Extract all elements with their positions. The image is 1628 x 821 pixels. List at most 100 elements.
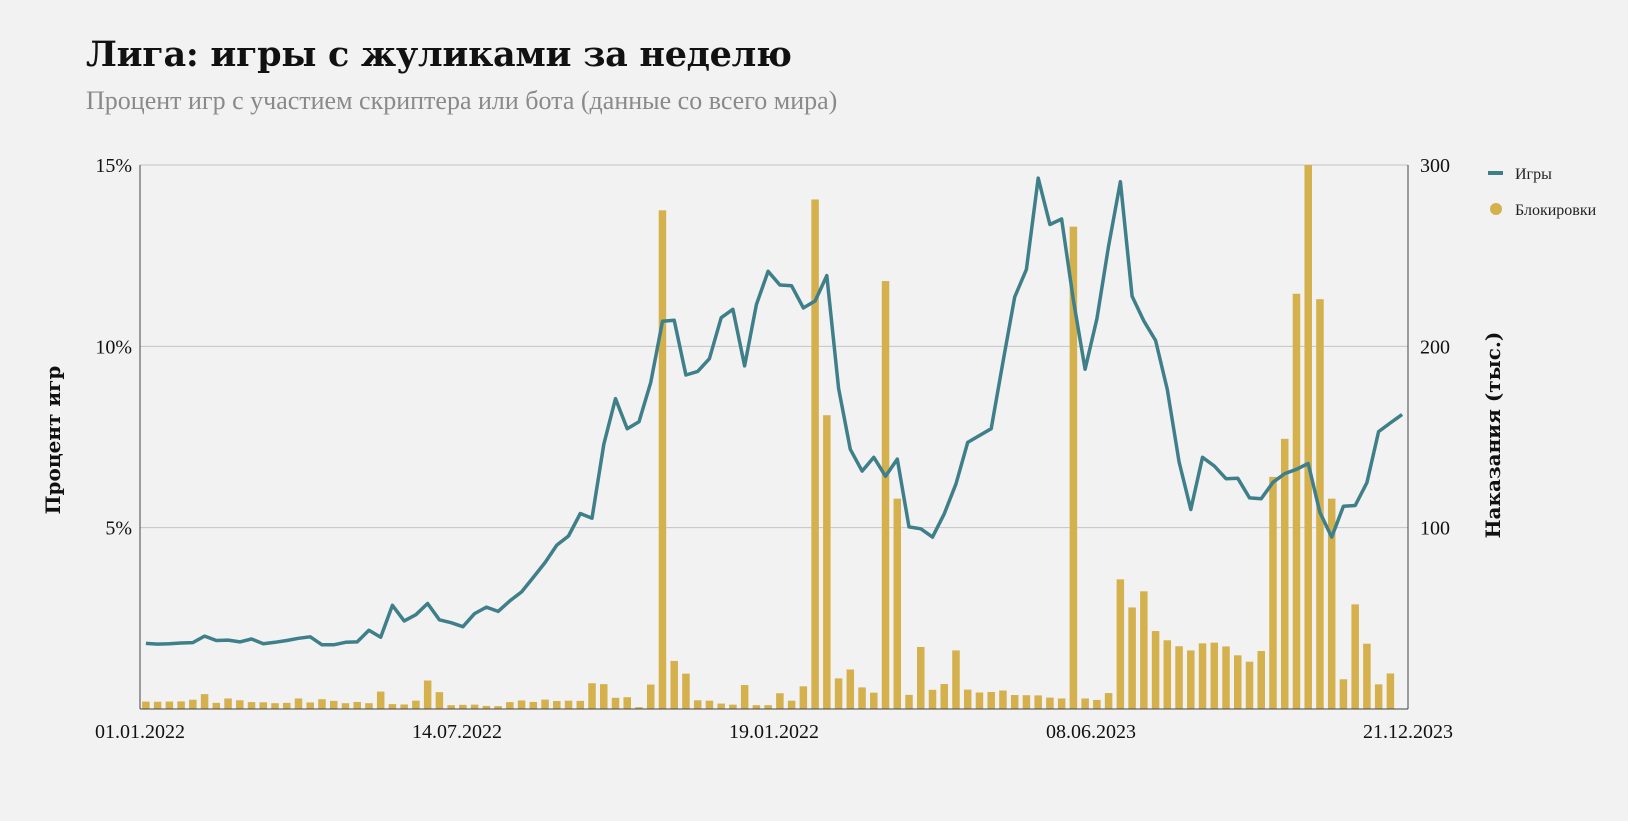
bar [1257, 650, 1265, 709]
y-right-tick-label: 300 [1420, 155, 1450, 177]
bar [1010, 695, 1019, 709]
x-tick-label: 14.07.2022 [412, 721, 502, 743]
bar [1022, 695, 1031, 709]
bar [1222, 646, 1230, 709]
bar [917, 646, 925, 709]
chart-title: Лига: игры с жуликами за неделю [86, 34, 792, 75]
bar [635, 707, 643, 709]
bar [646, 684, 655, 709]
bar [541, 699, 549, 709]
bar [1386, 673, 1395, 709]
bar [153, 701, 162, 709]
bar [423, 680, 432, 709]
axes: 15% 10% 5% 300 200 100 01.01.2022 14.07.2022 19.… [95, 155, 1453, 743]
bar [811, 199, 819, 709]
bar [1339, 679, 1348, 709]
bar [1151, 631, 1160, 709]
bar [1163, 640, 1172, 709]
bar [1327, 498, 1336, 709]
bar [1280, 438, 1289, 709]
bar [1034, 695, 1042, 709]
bar [1292, 293, 1301, 709]
bar [259, 702, 268, 709]
bar [658, 210, 667, 710]
bar [1140, 591, 1148, 709]
bar [447, 705, 455, 709]
bar [200, 694, 209, 709]
bar [459, 704, 467, 709]
bar [1093, 699, 1101, 709]
bar [799, 686, 808, 709]
bar [952, 650, 960, 709]
bar [752, 705, 761, 709]
bar [294, 698, 303, 709]
bar [271, 703, 279, 709]
bar [999, 690, 1007, 709]
x-tick-label: 21.12.2023 [1363, 721, 1453, 743]
bar [306, 702, 314, 709]
bar [388, 704, 397, 709]
legend-label-games: Игры [1515, 166, 1552, 183]
bar [729, 704, 737, 709]
x-tick-label: 19.01.2022 [729, 721, 819, 743]
legend-item-games: Игры [1488, 166, 1552, 183]
legend: Игры Блокировки [1488, 166, 1597, 219]
bar [517, 700, 526, 709]
bar [987, 691, 995, 709]
bar [623, 697, 631, 709]
bar [529, 701, 538, 709]
y-left-tick-label: 15% [95, 155, 132, 177]
bar [329, 700, 338, 709]
line-series [145, 176, 1404, 647]
bar [776, 693, 784, 709]
bar [564, 700, 573, 709]
y-right-tick-label: 200 [1420, 336, 1450, 358]
bar [470, 704, 479, 709]
bar [236, 700, 244, 709]
bar [1198, 643, 1207, 709]
bar [823, 415, 831, 709]
legend-item-bans: Блокировки [1490, 202, 1597, 219]
bars-series [142, 165, 1395, 710]
bar [142, 701, 150, 709]
grid [140, 164, 1408, 529]
bar [1374, 684, 1383, 709]
bar [494, 706, 502, 709]
bar [341, 703, 350, 709]
bar [693, 700, 702, 709]
chart-subtitle: Процент игр с участием скриптера или бот… [86, 86, 838, 115]
bar [212, 702, 221, 709]
bar [318, 699, 326, 709]
bar [1304, 165, 1312, 709]
bar [1210, 642, 1219, 709]
bar [670, 660, 678, 709]
bar [717, 703, 725, 709]
bar [834, 678, 843, 709]
bar [940, 683, 948, 709]
bar [177, 701, 185, 709]
bar [353, 701, 361, 709]
bar [400, 704, 408, 709]
bar [553, 701, 561, 709]
bar [1128, 607, 1136, 709]
bar [576, 700, 585, 709]
bar [705, 700, 714, 709]
bar [588, 683, 596, 709]
bar [165, 701, 174, 709]
bar [435, 692, 444, 709]
bar [600, 684, 608, 709]
bar [247, 702, 256, 709]
y-right-tick-label: 100 [1420, 518, 1450, 540]
bar [1104, 693, 1113, 709]
bar [858, 687, 866, 709]
bar [1081, 698, 1089, 709]
bar [1046, 697, 1054, 709]
bar [1245, 661, 1254, 709]
bar [846, 669, 855, 709]
bar [1363, 643, 1371, 709]
bar [376, 691, 385, 709]
bar [1316, 299, 1324, 709]
bar [928, 689, 937, 709]
bar [1187, 650, 1195, 709]
